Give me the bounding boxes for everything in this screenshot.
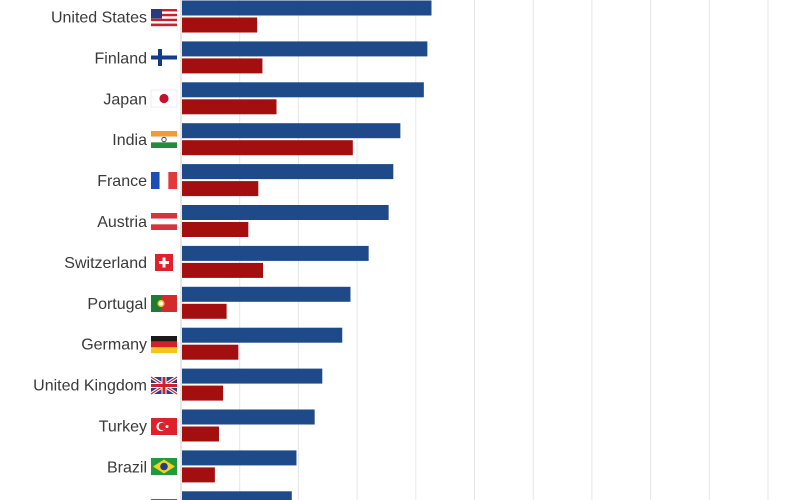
category-label: Japan [103,91,147,108]
switzerland-flag-icon [155,254,173,271]
bar-series-1 [182,205,389,220]
bar-series-2 [182,426,219,442]
bar-series-2 [182,140,353,156]
india-flag-icon [151,131,177,148]
bar-series-1 [182,123,401,139]
bar-series-2 [182,222,249,237]
bar-series-1 [182,0,432,16]
uk-flag-icon [150,375,178,396]
us-flag-icon [151,9,177,27]
category-labels: United States Finland Japan India France Aust… [33,10,147,477]
bar-series-2 [182,303,227,319]
germany-flag-icon [151,336,177,353]
bar-series-2 [182,467,215,483]
category-label: France [97,173,147,190]
bar-series-2 [182,385,224,401]
bar-series-1 [182,327,343,343]
finland-flag-icon [151,49,177,66]
bar-series-1 [182,82,424,98]
bar-series-1 [182,450,297,466]
turkey-flag-icon [151,418,177,435]
category-label: Turkey [99,419,147,436]
france-flag-icon [151,172,177,189]
category-label: India [112,132,147,149]
bar-series-1 [182,368,323,384]
austria-flag-icon [151,213,177,230]
brazil-flag-icon [151,458,177,475]
category-label: Austria [97,214,147,231]
bar-series-1 [182,286,351,302]
category-label: Brazil [107,459,147,476]
category-label: Finland [95,50,147,67]
bar-series-2 [182,181,259,197]
portugal-flag-icon [151,295,177,312]
category-label: Switzerland [64,255,147,272]
bar-series-2 [182,58,263,74]
bar-series-1 [182,245,369,261]
bar-series-2 [182,344,239,360]
category-label: Portugal [87,296,147,313]
bar-series-2 [182,99,277,115]
bars [182,0,432,500]
flag-icons [150,9,178,500]
bar-series-1 [182,164,394,180]
category-label: Germany [81,337,147,354]
category-label: United Kingdom [33,378,147,395]
bar-series-1 [182,491,292,500]
category-label: United States [51,10,147,27]
bar-series-1 [182,409,315,425]
bar-series-2 [182,17,258,33]
bar-series-1 [182,41,428,57]
japan-flag-icon [150,89,178,108]
bar-series-2 [182,262,264,278]
